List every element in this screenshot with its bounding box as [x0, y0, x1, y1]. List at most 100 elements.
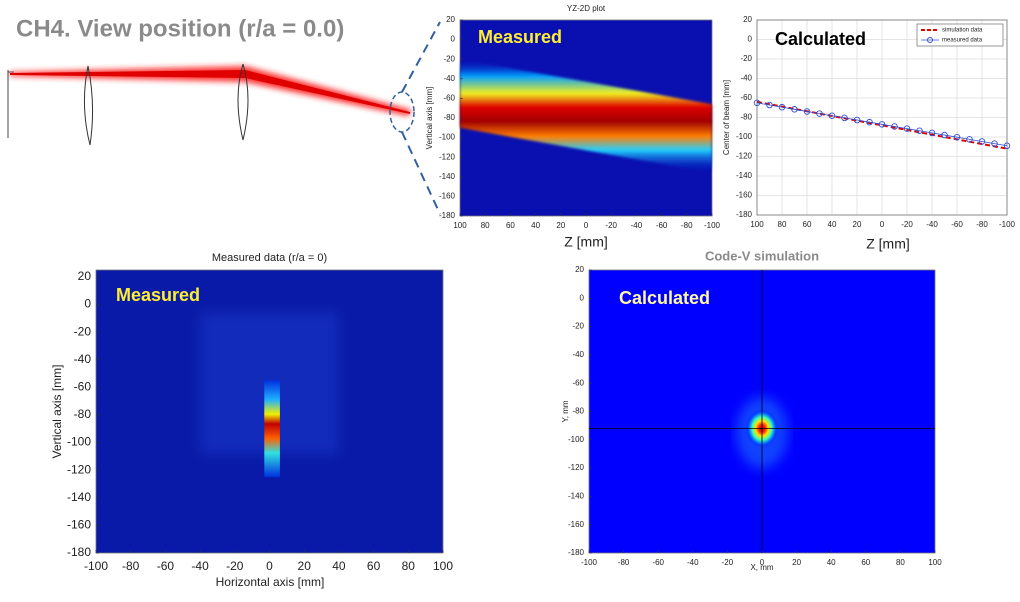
- data-point: [841, 114, 848, 122]
- legend-marker: [927, 37, 933, 43]
- y-tick-label: -60: [443, 94, 455, 103]
- x-tick-label: 60: [367, 559, 381, 573]
- x-tick-label: 100: [928, 558, 942, 567]
- x-tick-label: 20: [853, 220, 862, 229]
- annotation: Measured: [478, 27, 562, 47]
- y-tick-label: -120: [568, 463, 585, 472]
- x-tick-label: -60: [652, 558, 664, 567]
- heatmap-column: [264, 380, 280, 478]
- y-tick-label: -140: [736, 171, 753, 180]
- data-point: [753, 99, 761, 107]
- y-tick-label: -20: [443, 54, 455, 63]
- y-tick-label: -20: [572, 322, 584, 331]
- y-tick-label: -180: [736, 210, 753, 219]
- x-tick-label: -40: [631, 221, 643, 230]
- x-tick-label: -80: [681, 221, 693, 230]
- x-tick-label: -40: [191, 559, 209, 573]
- data-point: [778, 103, 786, 111]
- x-tick-label: 80: [778, 220, 787, 229]
- x-tick-label: -20: [605, 221, 617, 230]
- y-tick-label: 20: [743, 15, 752, 24]
- y-tick-label: 0: [451, 35, 456, 44]
- annotation: Measured: [116, 285, 200, 305]
- x-tick-label: -20: [901, 220, 913, 229]
- y-tick-label: -60: [74, 380, 92, 394]
- x-tick-label: -100: [999, 220, 1016, 229]
- y-tick-label: -40: [740, 74, 752, 83]
- y-tick-label: -80: [572, 407, 584, 416]
- y-tick-label: -160: [67, 518, 91, 532]
- y-tick-label: -140: [568, 492, 585, 501]
- legend-label: simulation data: [942, 28, 983, 34]
- data-point: [816, 110, 823, 117]
- x-tick-label: 80: [896, 558, 905, 567]
- x-tick-label: -40: [687, 558, 699, 567]
- y-tick-label: 0: [580, 293, 585, 302]
- x-tick-label: 60: [506, 221, 515, 230]
- y-tick-label: -40: [572, 350, 584, 359]
- y-tick-label: -20: [740, 54, 752, 63]
- data-point: [1003, 142, 1011, 150]
- data-point: [991, 140, 998, 147]
- data-point: [928, 129, 936, 137]
- x-tick-label: 60: [803, 220, 812, 229]
- annotation: Calculated: [619, 288, 710, 308]
- data-point: [853, 116, 861, 124]
- x-tick-label: 80: [481, 221, 490, 230]
- data-point: [966, 136, 973, 143]
- y-tick-label: -100: [736, 132, 753, 141]
- x-tick-label: 40: [828, 220, 837, 229]
- y-tick-label: -160: [439, 192, 456, 201]
- x-axis-label: Z [mm]: [564, 234, 608, 250]
- x-tick-label: 0: [760, 558, 765, 567]
- y-tick-label: -40: [443, 74, 455, 83]
- chart-title: Measured data (r/a = 0): [212, 252, 327, 264]
- x-tick-label: 20: [556, 221, 565, 230]
- x-tick-label: 0: [266, 559, 273, 573]
- y-axis-label: Vertical axis [mm]: [50, 364, 64, 458]
- y-tick-label: -120: [736, 152, 753, 161]
- x-tick-label: 40: [332, 559, 346, 573]
- y-tick-label: -120: [67, 462, 91, 476]
- y-axis-label: Y, mm: [561, 400, 570, 422]
- data-point: [903, 125, 911, 132]
- y-tick-label: -60: [572, 378, 584, 387]
- slide-title: CH4. View position (r/a = 0.0): [16, 15, 344, 42]
- legend-box: [916, 23, 1004, 47]
- heatmap-image: [460, 59, 712, 173]
- heatmap-image: [589, 270, 935, 553]
- x-tick-label: 80: [402, 559, 416, 573]
- heatmap-image: [200, 312, 339, 478]
- x-tick-label: 60: [861, 558, 870, 567]
- data-point: [978, 138, 986, 145]
- plot-frame: [756, 19, 1008, 216]
- heatmap-band: [460, 59, 712, 173]
- x-tick-label: 40: [827, 558, 836, 567]
- x-tick-label: -60: [157, 559, 175, 573]
- x-tick-label: -20: [722, 558, 734, 567]
- y-tick-label: -80: [443, 113, 455, 122]
- y-tick-label: 20: [78, 269, 92, 283]
- data-point: [766, 101, 773, 109]
- x-tick-label: -60: [951, 220, 963, 229]
- data-point: [866, 118, 873, 126]
- x-tick-label: 100: [433, 559, 453, 573]
- y-tick-label: -80: [74, 407, 92, 421]
- x-tick-label: 20: [298, 559, 312, 573]
- x-tick-label: -80: [976, 220, 988, 229]
- y-tick-label: -160: [568, 520, 585, 529]
- y-tick-label: -180: [67, 545, 91, 559]
- x-axis-label: Z [mm]: [866, 236, 910, 252]
- data-point: [878, 121, 886, 128]
- y-axis-label: Center of beam [mm]: [722, 80, 731, 155]
- y-tick-label: -100: [67, 435, 91, 449]
- x-tick-label: -80: [618, 558, 630, 567]
- legend-label: measured data: [942, 38, 983, 44]
- x-tick-label: -20: [226, 559, 244, 573]
- data-point: [916, 127, 923, 135]
- x-tick-label: -80: [122, 559, 140, 573]
- y-tick-label: 0: [84, 297, 91, 311]
- chart-title: Code-V simulation: [705, 248, 819, 263]
- x-tick-label: -100: [581, 558, 598, 567]
